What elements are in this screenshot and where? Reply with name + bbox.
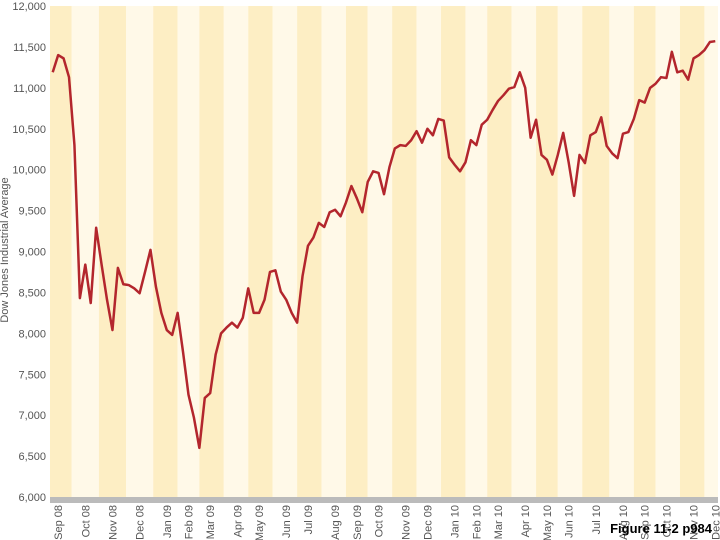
x-tick-label: Jun 09 (281, 505, 293, 538)
month-band (153, 6, 178, 497)
y-tick-label: 7,500 (18, 369, 46, 381)
x-tick-label: Jan 10 (450, 505, 462, 538)
month-band (536, 6, 558, 497)
y-axis-label: Dow Jones Industrial Average (0, 177, 11, 322)
x-tick-label: Nov 09 (401, 505, 413, 540)
month-band (655, 6, 680, 497)
x-tick-label: Feb 10 (471, 505, 483, 539)
x-tick-label: Apr 09 (232, 505, 244, 537)
month-band (511, 6, 537, 497)
x-tick-label: Oct 08 (80, 505, 92, 537)
month-band (416, 6, 442, 497)
x-tick-label: Sep 08 (53, 505, 65, 540)
month-band (557, 6, 583, 497)
x-tick-label: Aug 10 (618, 505, 630, 540)
month-band (321, 6, 346, 497)
x-tick-label: Apr 10 (520, 505, 532, 537)
month-band (582, 6, 610, 497)
y-tick-label: 12,000 (12, 1, 46, 13)
y-tick-label: 10,000 (12, 165, 46, 177)
x-tick-label: Mar 10 (493, 505, 505, 539)
y-tick-label: 6,500 (18, 451, 46, 463)
x-tick-label: Feb 09 (183, 505, 195, 539)
x-tick-label: Oct 09 (374, 505, 386, 537)
month-band (487, 6, 512, 497)
month-band (177, 6, 200, 497)
x-tick-label: Jul 10 (591, 505, 603, 534)
y-tick-label: 8,000 (18, 328, 46, 340)
month-band (679, 6, 705, 497)
x-tick-label: May 09 (254, 505, 266, 540)
month-band (609, 6, 634, 497)
month-band (126, 6, 154, 497)
month-band (392, 6, 417, 497)
month-band (633, 6, 656, 497)
y-tick-label: 11,500 (13, 42, 46, 54)
y-tick-label: 8,500 (18, 287, 46, 299)
x-tick-label: Oct 10 (661, 505, 673, 537)
month-band (367, 6, 393, 497)
x-tick-label: Sep 10 (640, 505, 652, 540)
month-band (465, 6, 488, 497)
x-tick-label: Dec 08 (135, 505, 147, 540)
month-band (297, 6, 322, 497)
x-tick-label: Nov 08 (107, 505, 119, 540)
annotation: Figure 11-2 p984 (610, 521, 713, 536)
x-tick-label: Nov 10 (689, 505, 701, 540)
month-band (223, 6, 249, 497)
x-tick-label: Mar 09 (205, 505, 217, 539)
y-tick-label: 9,000 (18, 247, 46, 259)
month-band (98, 6, 127, 497)
x-tick-label: May 10 (542, 505, 554, 540)
month-band (704, 6, 718, 497)
month-band (272, 6, 298, 497)
y-tick-label: 11,000 (13, 83, 46, 95)
x-tick-label: Jul 09 (303, 505, 315, 534)
x-tick-label: Jan 09 (162, 505, 174, 538)
x-tick-label: Aug 09 (330, 505, 342, 540)
y-tick-label: 6,000 (18, 492, 46, 504)
y-tick-label: 7,000 (18, 410, 46, 422)
x-tick-label: Dec 10 (710, 505, 720, 540)
month-bands (50, 6, 718, 497)
y-tick-label: 10,500 (12, 124, 46, 136)
x-tick-label: Dec 09 (422, 505, 434, 540)
x-tick-label: Sep 09 (352, 505, 364, 540)
y-tick-label: 9,500 (18, 206, 46, 218)
month-band (50, 6, 72, 497)
data-line (51, 39, 716, 450)
x-tick-label: Jun 10 (564, 505, 576, 538)
month-band (345, 6, 368, 497)
month-band (248, 6, 273, 497)
month-band (441, 6, 466, 497)
